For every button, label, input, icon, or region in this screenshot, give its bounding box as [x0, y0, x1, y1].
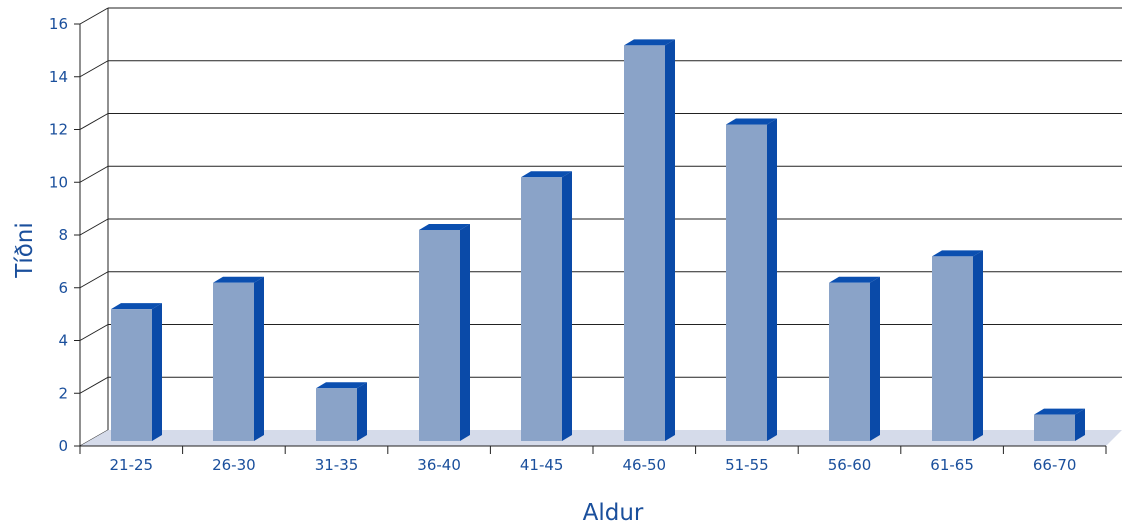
x-tick-label: 21-25 [110, 456, 154, 474]
grid-line-diagonal [79, 165, 109, 183]
grid-lines [79, 7, 1122, 447]
y-tick-label: 10 [49, 173, 68, 191]
bar-front [521, 177, 562, 441]
grid-line-diagonal [79, 7, 109, 25]
bar-side [357, 382, 367, 441]
bar [419, 224, 470, 441]
grid-line-diagonal [79, 113, 109, 130]
x-tick-label: 61-65 [930, 456, 974, 474]
bar-side [1075, 408, 1085, 441]
bar [932, 250, 983, 441]
bar-top [624, 39, 675, 46]
y-tick-label: 4 [58, 332, 68, 350]
x-tick-label: 36-40 [417, 456, 461, 474]
x-axis-title: Aldur [583, 500, 644, 524]
bar [1034, 408, 1085, 441]
y-tick-label: 8 [58, 226, 68, 244]
y-tick-labels: 0 2 4 6 8 10 12 14 16 [49, 15, 68, 455]
bar-side [870, 276, 880, 441]
y-tick-label: 14 [49, 68, 68, 86]
bar-side [562, 171, 572, 441]
x-tick-label: 31-35 [315, 456, 359, 474]
bar-top [111, 303, 162, 310]
bar [213, 276, 264, 441]
bar-top [932, 250, 983, 257]
y-tick-label: 2 [58, 384, 68, 402]
grid-line-diagonal [79, 376, 109, 394]
bar-front [316, 388, 357, 441]
x-tick-label: 56-60 [828, 456, 872, 474]
x-tick-label: 46-50 [623, 456, 667, 474]
bar-top [726, 118, 777, 125]
x-tick-label: 41-45 [520, 456, 564, 474]
bar-side [152, 303, 162, 441]
x-tick-label: 26-30 [212, 456, 256, 474]
bar-side [254, 276, 264, 441]
bar-top [521, 171, 572, 178]
bar-front [726, 124, 767, 441]
bars [111, 39, 1085, 441]
y-tick-label: 6 [58, 279, 68, 297]
x-tick-label: 66-70 [1033, 456, 1077, 474]
bar-side [665, 39, 675, 441]
bar-front [932, 256, 973, 441]
bar [521, 171, 572, 441]
x-tick-label: 51-55 [725, 456, 769, 474]
bar-side [460, 224, 470, 441]
bar [726, 118, 777, 441]
bar-front [1034, 414, 1075, 441]
bar [624, 39, 675, 441]
bar-top [1034, 408, 1085, 415]
bar-top [316, 382, 367, 389]
bar-top [213, 276, 264, 283]
bar-side [973, 250, 983, 441]
bar-front [829, 282, 870, 441]
bar-front [213, 282, 254, 441]
bar [829, 276, 880, 441]
bar-front [419, 230, 460, 441]
y-axis-title: Tíðni [12, 222, 38, 278]
y-tick-label: 12 [49, 121, 68, 139]
bar-top [829, 276, 880, 283]
bar-side [767, 118, 777, 441]
axes [74, 23, 1107, 454]
bar-front [624, 45, 665, 441]
bar [316, 382, 367, 441]
grid-line-diagonal [79, 324, 109, 341]
grid-line-diagonal [79, 60, 109, 78]
x-tick-labels: 21-25 26-30 31-35 36-40 41-45 46-50 51-55 56-60… [110, 456, 1077, 474]
bar-top [419, 224, 470, 230]
bar [111, 303, 162, 441]
y-tick-label: 16 [49, 15, 68, 33]
grid-line-diagonal [79, 271, 109, 289]
bar-front [111, 309, 152, 441]
y-tick-label: 0 [58, 437, 68, 455]
grid-line-diagonal [79, 218, 109, 236]
